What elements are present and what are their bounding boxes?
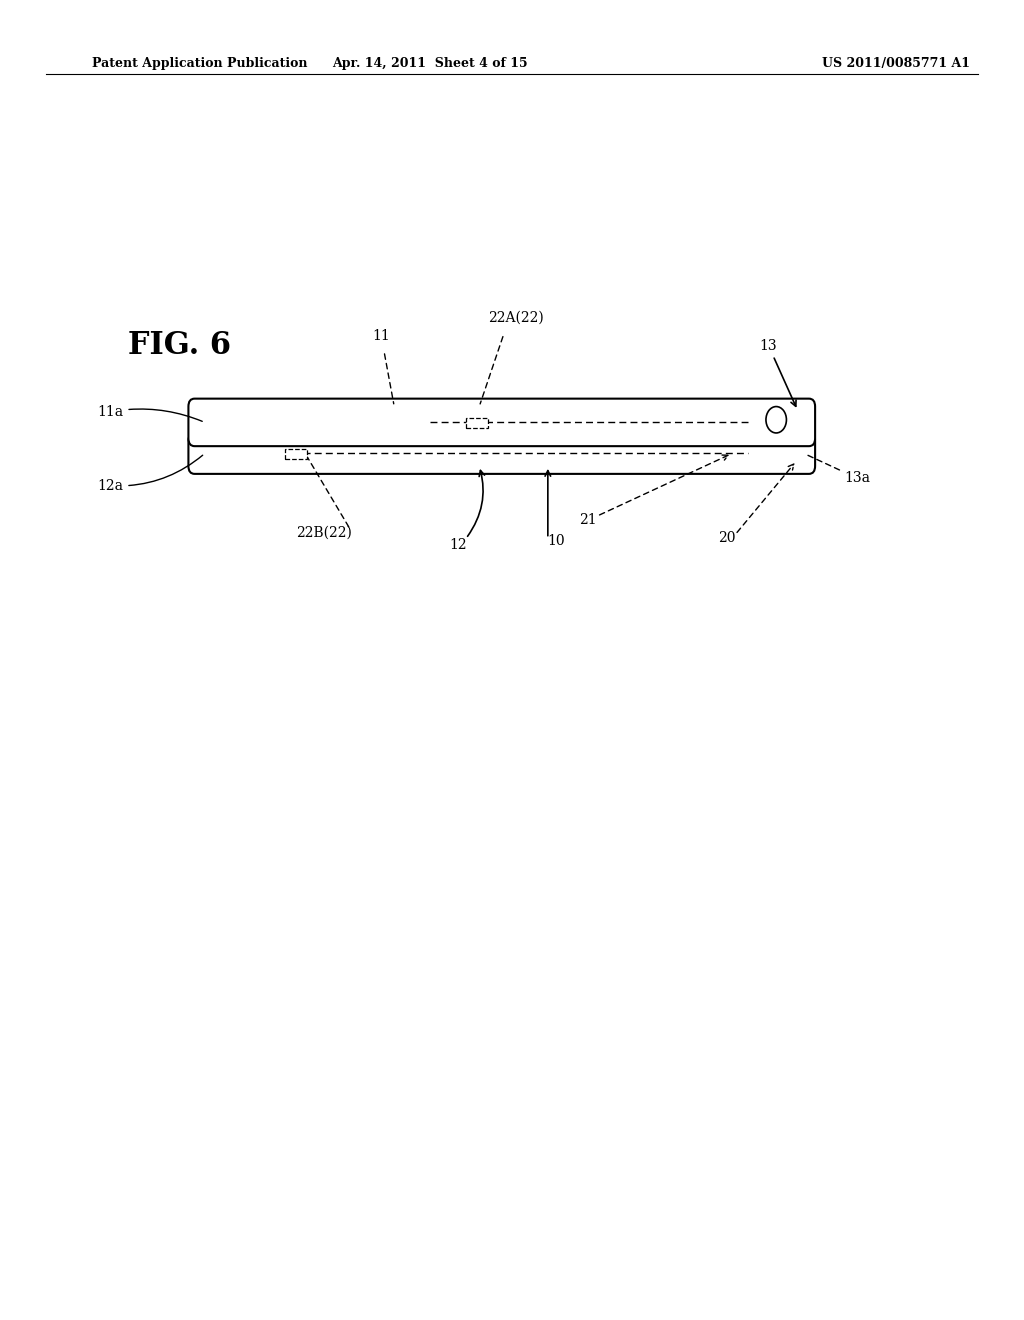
Text: 12a: 12a [97,455,203,492]
Text: Apr. 14, 2011  Sheet 4 of 15: Apr. 14, 2011 Sheet 4 of 15 [332,57,528,70]
Bar [466,418,488,428]
Text: 11a: 11a [97,405,202,421]
Text: 13: 13 [760,339,796,407]
FancyBboxPatch shape [188,399,815,446]
Text: 12: 12 [449,537,467,552]
Text: 22A(22): 22A(22) [488,310,544,325]
Bar [285,449,307,458]
Text: US 2011/0085771 A1: US 2011/0085771 A1 [822,57,970,70]
Text: FIG. 6: FIG. 6 [128,330,231,360]
Text: 10: 10 [547,533,565,548]
Text: Patent Application Publication: Patent Application Publication [92,57,307,70]
Text: 11: 11 [372,329,390,343]
FancyBboxPatch shape [188,433,815,474]
Circle shape [766,407,786,433]
Text: 21: 21 [579,512,597,527]
Text: 22B(22): 22B(22) [296,525,351,540]
Text: 13a: 13a [806,454,870,486]
Text: 20: 20 [718,531,736,545]
